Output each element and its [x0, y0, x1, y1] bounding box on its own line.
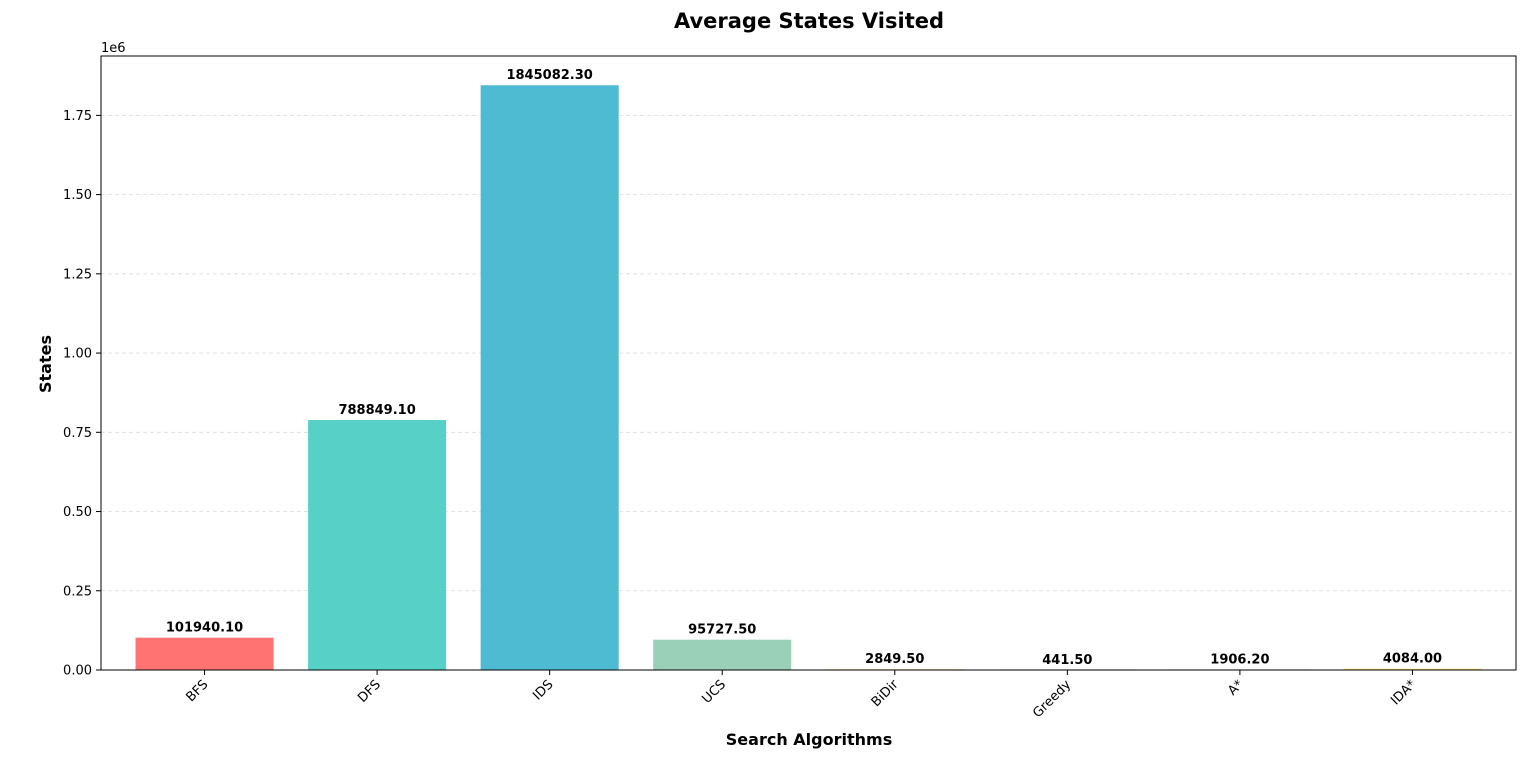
x-tick-label: A*	[1225, 677, 1247, 699]
bar-ucs	[653, 639, 792, 670]
x-tick-label: BiDir	[869, 677, 902, 710]
data-label: 4084.00	[1383, 652, 1442, 667]
x-tick-label: Greedy	[1030, 677, 1074, 721]
y-tick-label: 1.75	[63, 109, 92, 124]
bar-bfs	[135, 637, 274, 670]
y-tick-label: 0.00	[63, 664, 92, 679]
bars	[135, 85, 1482, 670]
data-label: 101940.10	[166, 621, 243, 636]
bar-ids	[480, 85, 619, 670]
x-tick-label: DFS	[355, 677, 384, 706]
x-tick-label: IDS	[530, 677, 556, 703]
y-tick-label: 0.50	[63, 505, 92, 520]
y-axis-ticks: 0.00 0.25 0.50 0.75 1.00 1.25 1.50 1.75	[63, 109, 101, 679]
x-tick-label: BFS	[183, 677, 211, 705]
bar-ida-	[1343, 668, 1482, 670]
y-tick-label: 1.50	[63, 188, 92, 203]
y-tick-label: 1.00	[63, 347, 92, 362]
y-tick-label: 1.25	[63, 267, 92, 282]
x-tick-label: UCS	[699, 677, 729, 707]
data-label: 95727.50	[688, 623, 756, 638]
data-label: 1906.20	[1210, 652, 1269, 667]
data-label: 788849.10	[338, 403, 415, 418]
data-label: 1845082.30	[506, 68, 592, 83]
y-axis-label: States	[36, 335, 55, 393]
y-tick-label: 0.25	[63, 584, 92, 599]
x-axis-ticks: BFS DFS IDS UCS BiDir Greedy A* IDA*	[183, 670, 1420, 721]
x-axis-label: Search Algorithms	[726, 730, 892, 749]
y-tick-label: 0.75	[63, 426, 92, 441]
chart-title: Average States Visited	[674, 9, 944, 33]
x-tick-label: IDA*	[1388, 677, 1419, 708]
data-label: 2849.50	[865, 652, 924, 667]
data-labels: 101940.10 788849.10 1845082.30 95727.50 2849…	[166, 68, 1442, 668]
data-label: 441.50	[1042, 653, 1092, 668]
y-axis-offset-label: 1e6	[101, 41, 126, 56]
bar-dfs	[308, 419, 447, 670]
y-gridlines	[101, 114, 1516, 592]
plot-frame	[100, 55, 1517, 671]
